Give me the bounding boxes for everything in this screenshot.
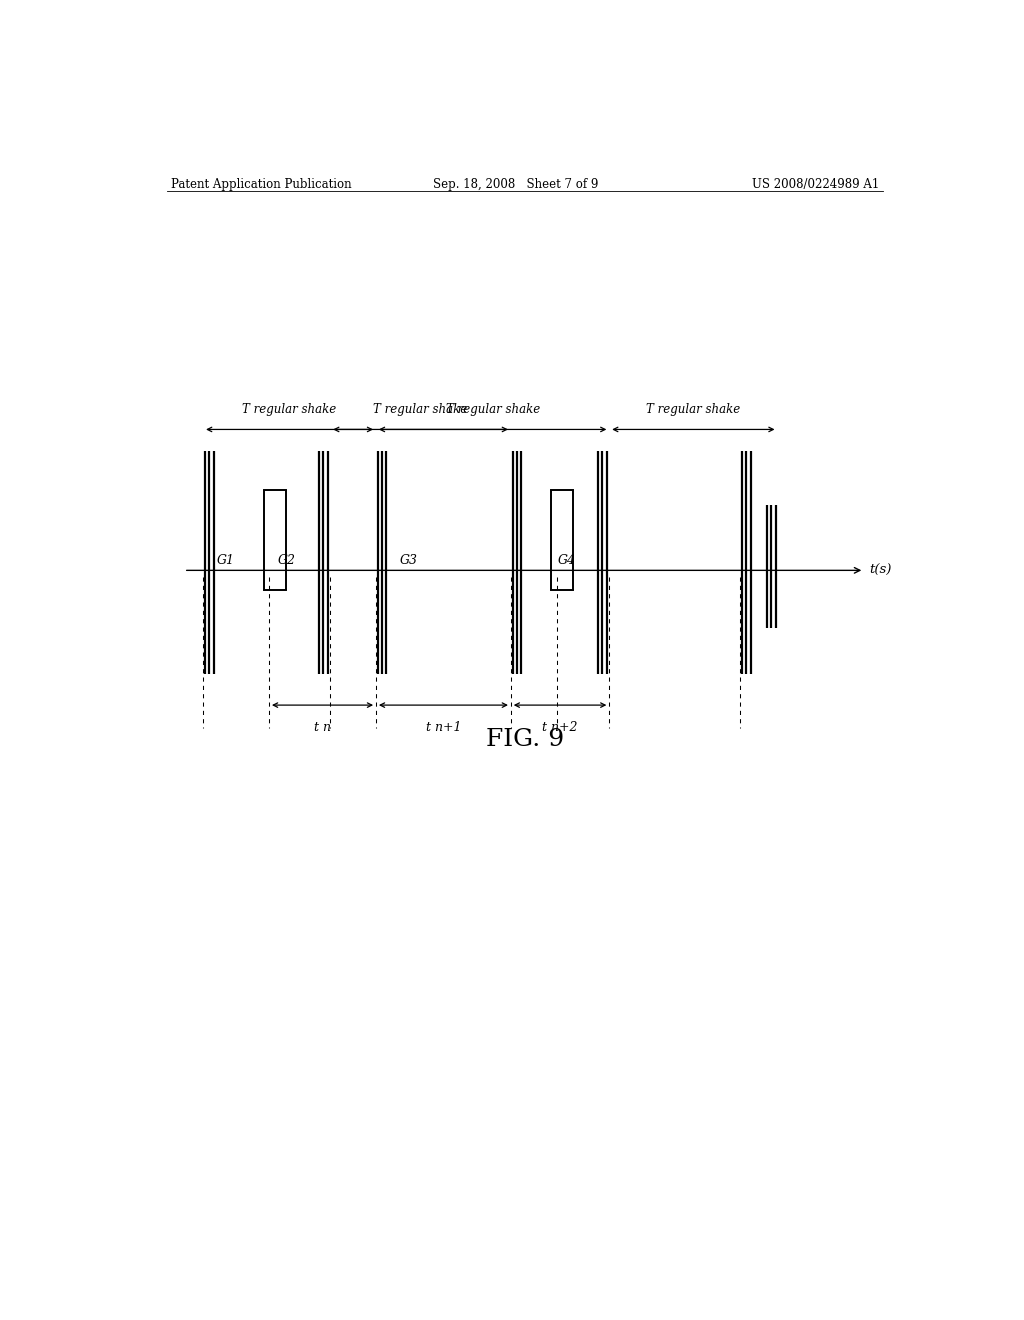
Text: T regular shake: T regular shake <box>374 403 468 416</box>
Text: Patent Application Publication: Patent Application Publication <box>171 178 351 190</box>
Text: Sep. 18, 2008   Sheet 7 of 9: Sep. 18, 2008 Sheet 7 of 9 <box>433 178 598 190</box>
Text: T regular shake: T regular shake <box>646 403 740 416</box>
Text: t n+1: t n+1 <box>426 721 461 734</box>
Text: t n+2: t n+2 <box>543 721 578 734</box>
Text: G2: G2 <box>278 554 296 568</box>
Text: FIG. 9: FIG. 9 <box>485 729 564 751</box>
Text: t(s): t(s) <box>869 564 892 577</box>
Text: T regular shake: T regular shake <box>445 403 540 416</box>
Text: T regular shake: T regular shake <box>243 403 337 416</box>
Text: G4: G4 <box>557 554 575 568</box>
Text: US 2008/0224989 A1: US 2008/0224989 A1 <box>753 178 880 190</box>
Text: t n: t n <box>314 721 331 734</box>
Text: G3: G3 <box>399 554 417 568</box>
Text: G1: G1 <box>217 554 236 568</box>
